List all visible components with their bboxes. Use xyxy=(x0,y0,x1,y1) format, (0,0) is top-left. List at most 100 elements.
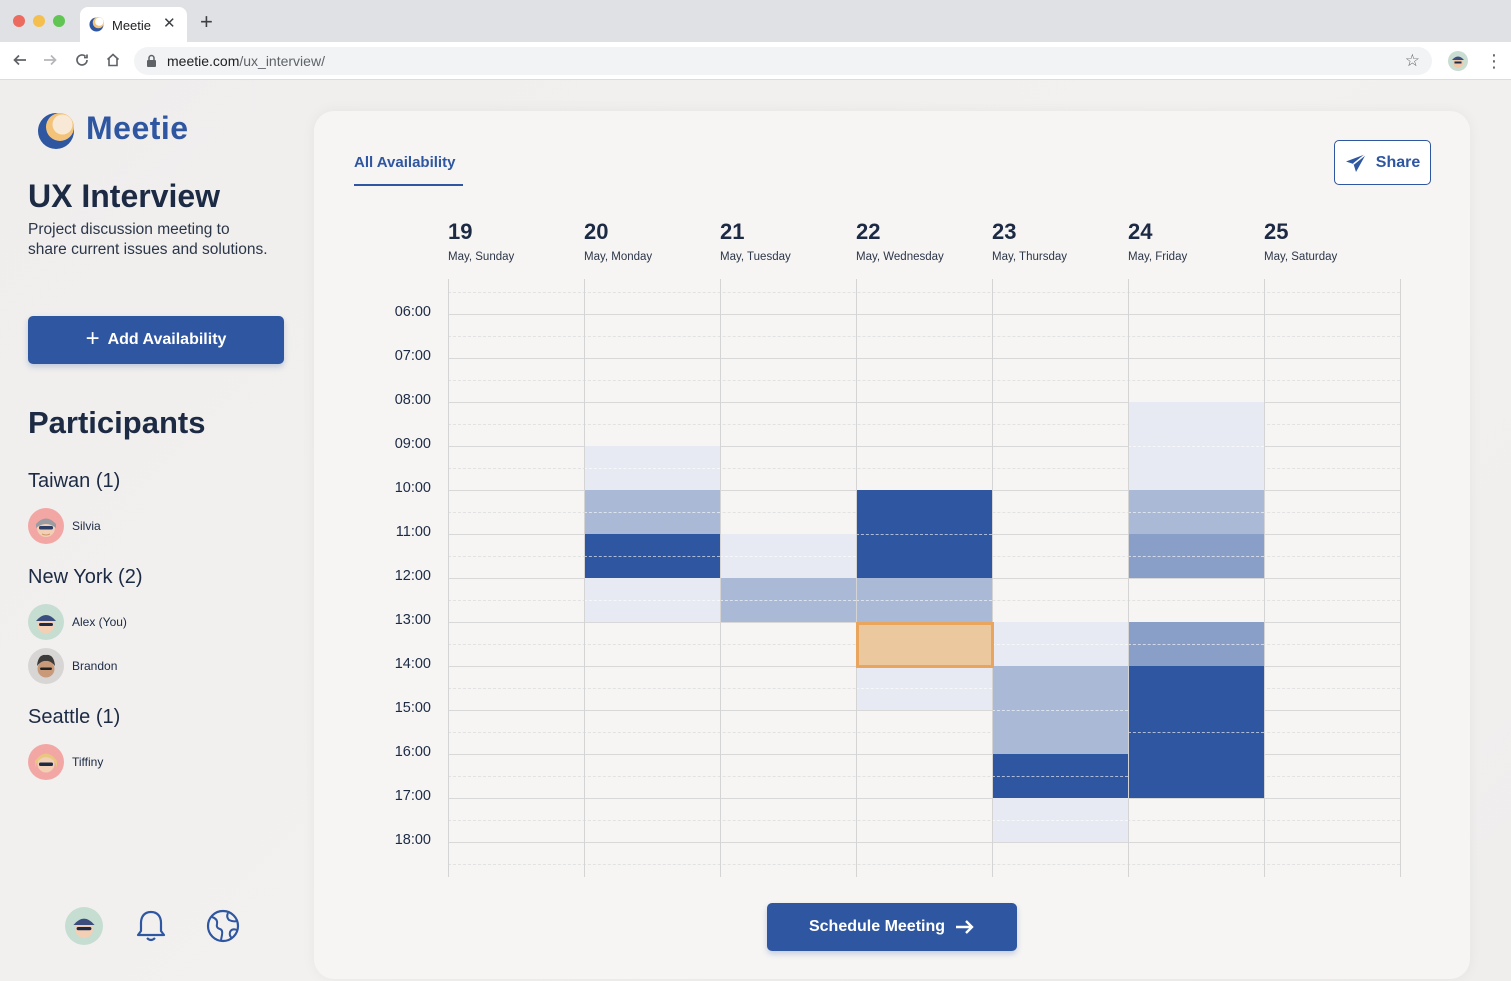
time-label: 13:00 xyxy=(394,612,431,628)
availability-block[interactable] xyxy=(992,666,1128,754)
browser-toolbar: meetie.com/ux_interview/ ☆ ⋮ xyxy=(0,42,1511,80)
hour-gridline xyxy=(448,710,1400,711)
day-column-divider xyxy=(856,279,857,877)
close-window-button[interactable] xyxy=(13,15,25,27)
back-icon[interactable] xyxy=(10,50,30,70)
day-column-divider xyxy=(1128,279,1129,877)
time-label: 18:00 xyxy=(394,832,431,848)
availability-block[interactable] xyxy=(584,534,720,578)
availability-block[interactable] xyxy=(720,534,856,578)
availability-grid[interactable] xyxy=(448,279,1401,877)
hour-gridline xyxy=(448,402,1400,403)
plus-icon: + xyxy=(85,324,100,352)
notification-bell-icon[interactable] xyxy=(131,906,171,946)
address-bar[interactable]: meetie.com/ux_interview/ ☆ xyxy=(134,47,1432,75)
half-hour-gridline xyxy=(448,732,1400,733)
avatar-alex xyxy=(28,604,64,640)
day-column-divider xyxy=(992,279,993,877)
bookmark-star-icon[interactable]: ☆ xyxy=(1404,51,1420,70)
time-label: 10:00 xyxy=(394,480,431,496)
hour-gridline xyxy=(448,314,1400,315)
availability-block[interactable] xyxy=(992,754,1128,798)
time-label: 09:00 xyxy=(394,436,431,452)
schedule-meeting-button[interactable]: Schedule Meeting xyxy=(767,903,1017,951)
globe-icon[interactable] xyxy=(203,906,243,946)
participant-silvia[interactable]: Silvia xyxy=(28,508,101,544)
participant-alex[interactable]: Alex (You) xyxy=(28,604,127,640)
participant-name: Tiffiny xyxy=(72,755,104,769)
half-hour-gridline xyxy=(448,776,1400,777)
availability-block[interactable] xyxy=(1128,402,1264,490)
minimize-window-button[interactable] xyxy=(33,15,45,27)
add-availability-label: Add Availability xyxy=(107,331,227,348)
availability-block[interactable] xyxy=(1128,534,1264,578)
browser-menu-icon[interactable]: ⋮ xyxy=(1485,51,1503,71)
home-icon[interactable] xyxy=(103,50,123,70)
availability-card: All Availability Share 19 May, Sunday 20… xyxy=(314,111,1470,979)
browser-tab-bar: Meetie ✕ + xyxy=(0,0,1511,42)
day-column-divider xyxy=(1264,279,1265,877)
hour-gridline xyxy=(448,842,1400,843)
availability-block[interactable] xyxy=(856,666,992,710)
day-header-25: 25 May, Saturday xyxy=(1264,219,1337,263)
day-header-20: 20 May, Monday xyxy=(584,219,652,263)
availability-block[interactable] xyxy=(584,446,720,490)
hour-gridline xyxy=(448,798,1400,799)
time-label: 17:00 xyxy=(394,788,431,804)
add-availability-button[interactable]: + Add Availability xyxy=(28,316,284,364)
browser-tab[interactable]: Meetie ✕ xyxy=(80,7,187,42)
profile-avatar-button[interactable] xyxy=(64,906,104,946)
availability-block[interactable] xyxy=(1128,666,1264,798)
day-number: 22 xyxy=(856,219,881,244)
meeting-description: Project discussion meeting to share curr… xyxy=(28,221,268,258)
participant-tiffiny[interactable]: Tiffiny xyxy=(28,744,103,780)
availability-block[interactable] xyxy=(1128,490,1264,534)
availability-block[interactable] xyxy=(584,578,720,622)
participant-brandon[interactable]: Brandon xyxy=(28,648,117,684)
participant-name: Brandon xyxy=(72,659,118,673)
availability-block[interactable] xyxy=(856,490,992,578)
selected-time-slot[interactable] xyxy=(856,622,994,668)
time-label: 07:00 xyxy=(394,348,431,364)
availability-block[interactable] xyxy=(992,622,1128,666)
new-tab-icon[interactable]: + xyxy=(200,9,213,34)
day-column-divider xyxy=(584,279,585,877)
tab-all-availability[interactable]: All Availability xyxy=(354,154,456,171)
day-header-23: 23 May, Thursday xyxy=(992,219,1067,263)
participants-title: Participants xyxy=(28,405,206,440)
half-hour-gridline xyxy=(448,820,1400,821)
day-header-24: 24 May, Friday xyxy=(1128,219,1187,263)
day-name: May, Saturday xyxy=(1264,251,1338,263)
reload-icon[interactable] xyxy=(72,50,92,70)
participant-name: Alex (You) xyxy=(72,615,127,629)
day-name: May, Thursday xyxy=(992,251,1067,263)
maximize-window-button[interactable] xyxy=(53,15,65,27)
day-name: May, Wednesday xyxy=(856,251,944,263)
day-name: May, Friday xyxy=(1128,251,1188,263)
share-button[interactable]: Share xyxy=(1334,140,1431,185)
availability-block[interactable] xyxy=(856,578,992,622)
schedule-meeting-label: Schedule Meeting xyxy=(808,918,946,935)
group-title-seattle: Seattle (1) xyxy=(28,706,121,728)
availability-block[interactable] xyxy=(720,578,856,622)
avatar-silvia xyxy=(28,508,64,544)
hour-gridline xyxy=(448,446,1400,447)
availability-block[interactable] xyxy=(584,490,720,534)
time-label: 15:00 xyxy=(394,700,431,716)
url-text: meetie.com/ux_interview/ xyxy=(167,53,325,69)
day-name: May, Tuesday xyxy=(720,251,791,263)
browser-profile-avatar[interactable] xyxy=(1448,51,1468,71)
group-title-new-york: New York (2) xyxy=(28,566,143,588)
half-hour-gridline xyxy=(448,424,1400,425)
forward-icon[interactable] xyxy=(40,50,60,70)
tab-close-icon[interactable]: ✕ xyxy=(163,15,176,32)
availability-block[interactable] xyxy=(1128,622,1264,666)
day-number: 20 xyxy=(584,219,609,244)
day-number: 25 xyxy=(1264,219,1289,244)
day-column-divider xyxy=(448,279,449,877)
meeting-title: UX Interview xyxy=(28,178,221,214)
meetie-favicon-icon xyxy=(89,17,104,32)
avatar-tiffiny xyxy=(28,744,64,780)
day-number: 24 xyxy=(1128,219,1153,244)
availability-block[interactable] xyxy=(992,798,1128,842)
